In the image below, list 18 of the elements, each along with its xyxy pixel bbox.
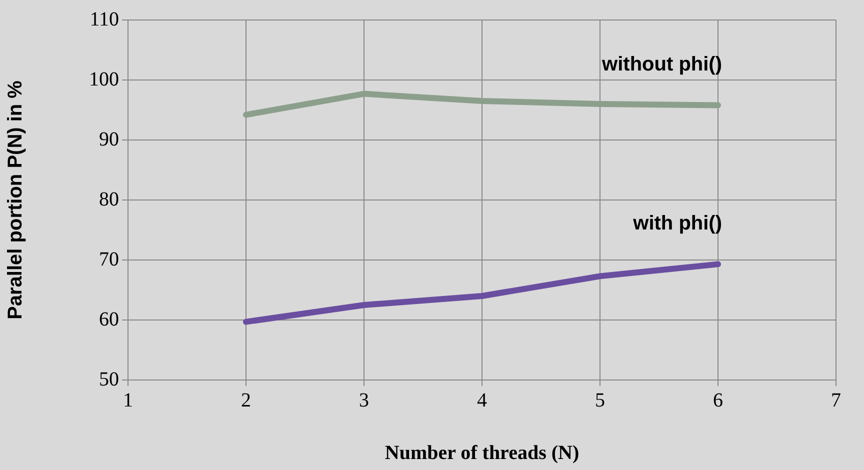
x-tick-label: 7 <box>831 389 841 412</box>
y-tick-label: 90 <box>99 128 119 150</box>
x-tick-label: 5 <box>595 389 605 412</box>
x-tick-label: 1 <box>123 389 133 412</box>
y-tick-label: 100 <box>89 68 119 90</box>
y-tick-label: 80 <box>99 188 119 210</box>
y-tick-label: 110 <box>90 8 119 30</box>
series-label: with phi() <box>632 212 722 235</box>
y-tick-label: 70 <box>99 248 119 270</box>
x-tick-label: 6 <box>713 389 723 412</box>
series-label: without phi() <box>601 54 722 76</box>
y-tick-label: 60 <box>99 308 119 330</box>
x-tick-label: 3 <box>359 389 369 412</box>
x-axis-title: Number of threads (N) <box>384 442 580 464</box>
x-tick-label: 4 <box>477 389 487 412</box>
y-axis-title: Parallel portion P(N) in % <box>4 80 27 320</box>
x-tick-label: 2 <box>241 389 251 412</box>
y-tick-label: 50 <box>99 368 119 390</box>
